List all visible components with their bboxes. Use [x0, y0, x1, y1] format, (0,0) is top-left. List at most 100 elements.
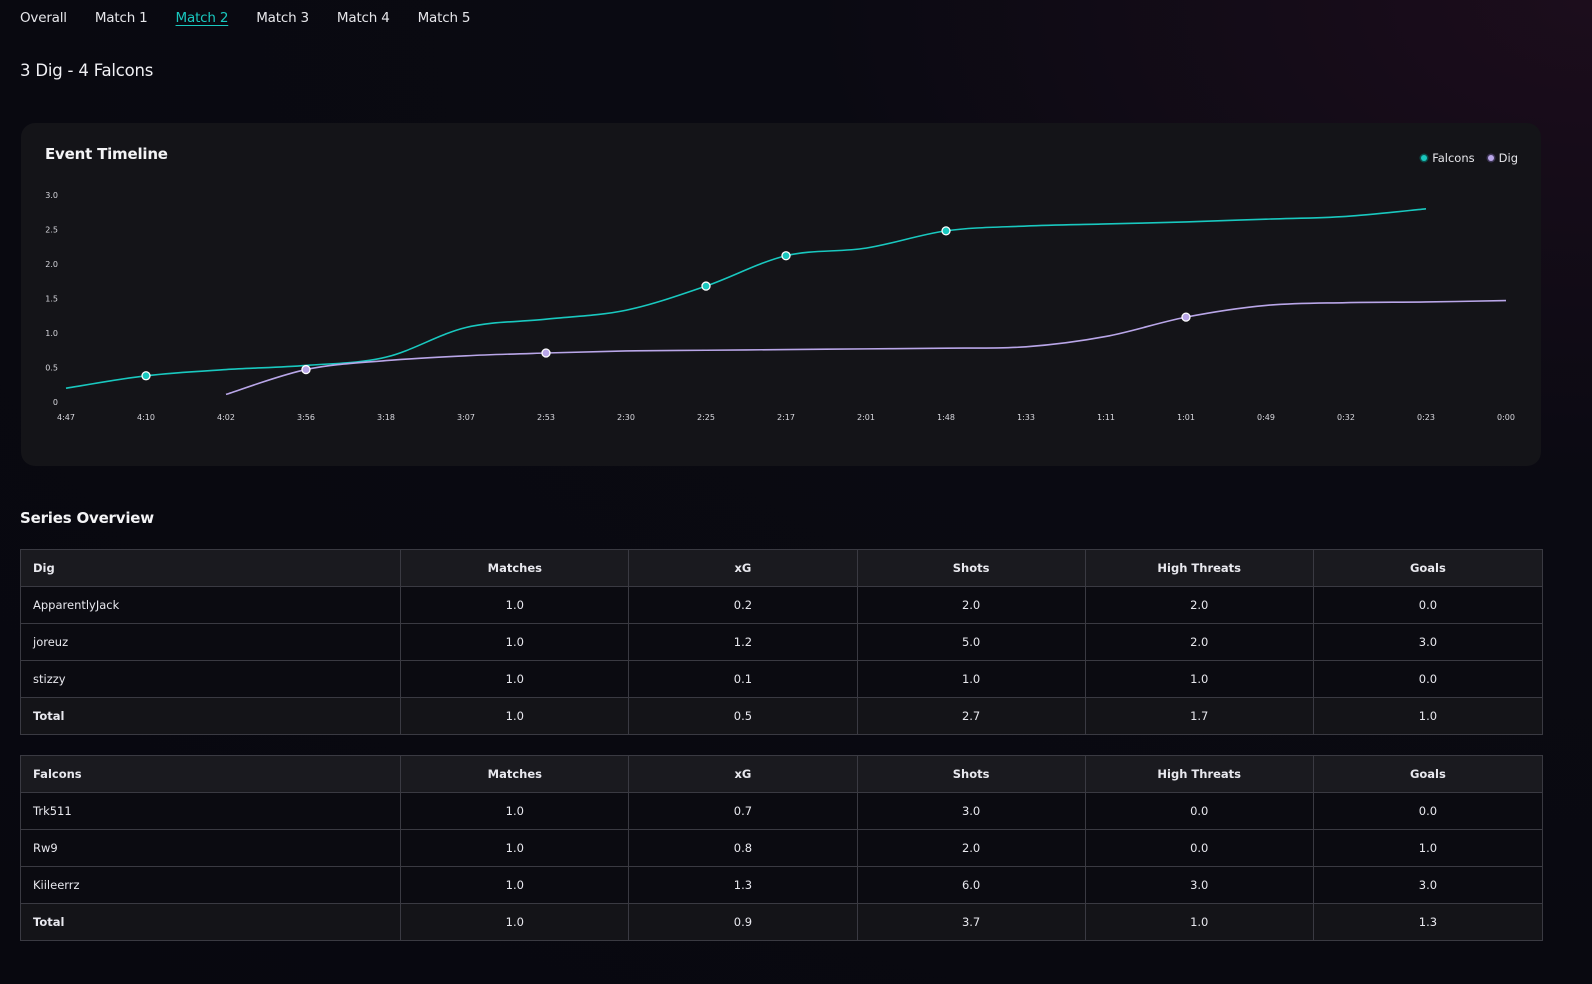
column-header[interactable]: xG — [628, 549, 858, 587]
tab-match-3[interactable]: Match 3 — [256, 10, 309, 26]
stat-cell: 1.0 — [400, 829, 630, 867]
tab-match-2[interactable]: Match 2 — [175, 10, 229, 26]
stat-cell: 1.0 — [1312, 829, 1544, 867]
stat-cell: 1.0 — [856, 660, 1086, 698]
chart-legend: Falcons Dig — [1408, 151, 1518, 165]
x-tick-label: 2:25 — [697, 413, 715, 422]
column-header[interactable]: Shots — [856, 549, 1086, 587]
x-tick-label: 2:30 — [617, 413, 635, 422]
legend-dot-dig — [1487, 155, 1494, 161]
series-line-dig — [225, 299, 1507, 396]
series-line-falcons — [65, 208, 1427, 389]
total-stat-cell: 1.0 — [400, 903, 630, 941]
event-marker-dig — [301, 364, 311, 375]
column-header[interactable]: Matches — [400, 755, 630, 793]
x-tick-label: 3:56 — [297, 413, 315, 422]
tab-match-5[interactable]: Match 5 — [417, 10, 471, 26]
legend-item-falcons[interactable]: Falcons — [1421, 151, 1475, 165]
match-score-title: 3 Dig - 4 Falcons — [20, 61, 154, 80]
x-tick-label: 0:23 — [1417, 413, 1435, 422]
team-name-header: Falcons — [19, 755, 402, 793]
x-tick-label: 2:17 — [777, 413, 795, 422]
table-row: stizzy 1.0 0.1 1.0 1.0 0.0 — [19, 660, 1544, 698]
legend-item-dig[interactable]: Dig — [1487, 151, 1518, 165]
stat-cell: 0.0 — [1312, 660, 1544, 698]
stat-cell: 1.0 — [400, 586, 630, 624]
stat-cell: 5.0 — [856, 623, 1086, 661]
stat-cell: 0.0 — [1312, 586, 1544, 624]
column-header[interactable]: xG — [628, 755, 858, 793]
table-row: Rw9 1.0 0.8 2.0 0.0 1.0 — [19, 829, 1544, 867]
chart-title: Event Timeline — [45, 145, 168, 163]
event-marker-dig — [1181, 312, 1191, 322]
event-marker-dig — [541, 348, 551, 358]
event-marker-falcons — [701, 281, 711, 291]
total-label-cell: Total — [19, 697, 402, 735]
legend-label-falcons: Falcons — [1432, 151, 1475, 165]
stat-cell: 0.2 — [628, 586, 858, 624]
table-row: ApparentlyJack 1.0 0.2 2.0 2.0 0.0 — [19, 586, 1544, 624]
stat-cell: 1.0 — [400, 792, 630, 830]
stat-cell: 1.0 — [400, 623, 630, 661]
stat-cell: 0.0 — [1084, 792, 1314, 830]
column-header[interactable]: High Threats — [1084, 755, 1314, 793]
event-timeline-chart: 0 0.5 1.0 1.5 2.0 2.5 3.0 4:47 4:10 4:02 3:56 3:18 3… — [45, 191, 1515, 422]
x-tick-label: 2:01 — [857, 413, 875, 422]
y-tick-label: 2.5 — [45, 226, 58, 235]
event-timeline-card: 0 0.5 1.0 1.5 2.0 2.5 3.0 4:47 4:10 4:02 3:56 3:18 3… — [21, 123, 1541, 466]
stat-cell: 1.0 — [400, 660, 630, 698]
total-stat-cell: 2.7 — [856, 697, 1086, 735]
x-tick-label: 1:33 — [1017, 413, 1035, 422]
dig-stats-table: Dig Matches xG Shots High Threats Goals Appare… — [19, 549, 1544, 735]
table-row: Trk511 1.0 0.7 3.0 0.0 0.0 — [19, 792, 1544, 830]
player-name-cell: ApparentlyJack — [19, 586, 402, 624]
total-row: Total 1.0 0.9 3.7 1.0 1.3 — [19, 903, 1544, 941]
column-header[interactable]: Goals — [1312, 549, 1544, 587]
x-tick-label: 3:18 — [377, 413, 395, 422]
y-tick-label: 1.0 — [45, 329, 58, 338]
column-header[interactable]: High Threats — [1084, 549, 1314, 587]
stat-cell: 2.0 — [1084, 586, 1314, 624]
total-stat-cell: 1.0 — [400, 697, 630, 735]
stat-cell: 0.1 — [628, 660, 858, 698]
tab-match-1[interactable]: Match 1 — [94, 10, 148, 26]
tab-match-4[interactable]: Match 4 — [336, 10, 390, 26]
stat-cell: 6.0 — [856, 866, 1086, 904]
column-header[interactable]: Shots — [856, 755, 1086, 793]
x-tick-label: 3:07 — [457, 413, 475, 422]
table-row: joreuz 1.0 1.2 5.0 2.0 3.0 — [19, 623, 1544, 661]
player-name-cell: Trk511 — [19, 792, 402, 830]
table-row: Kiileerrz 1.0 1.3 6.0 3.0 3.0 — [19, 866, 1544, 904]
y-tick-label: 0.5 — [45, 364, 58, 373]
column-header[interactable]: Goals — [1312, 755, 1544, 793]
player-name-cell: Kiileerrz — [19, 866, 402, 904]
player-name-cell: Rw9 — [19, 829, 402, 867]
legend-label-dig: Dig — [1498, 151, 1518, 165]
total-stat-cell: 3.7 — [856, 903, 1086, 941]
total-stat-cell: 0.9 — [628, 903, 858, 941]
x-tick-label: 0:49 — [1257, 413, 1275, 422]
falcons-header-row: Falcons Matches xG Shots High Threats Goals — [19, 755, 1544, 793]
x-tick-label: 2:53 — [537, 413, 555, 422]
x-tick-label: 0:32 — [1337, 413, 1355, 422]
stat-cell: 1.3 — [628, 866, 858, 904]
stat-cell: 0.0 — [1312, 792, 1544, 830]
stat-cell: 2.0 — [856, 586, 1086, 624]
team-name-header: Dig — [19, 549, 402, 587]
event-marker-falcons — [781, 251, 791, 261]
y-tick-label: 2.0 — [45, 260, 58, 269]
stat-cell: 2.0 — [1084, 623, 1314, 661]
stat-cell: 1.0 — [1084, 660, 1314, 698]
total-stat-cell: 1.7 — [1084, 697, 1314, 735]
total-row: Total 1.0 0.5 2.7 1.7 1.0 — [19, 697, 1544, 735]
tab-overall[interactable]: Overall — [20, 10, 67, 26]
y-tick-label: 3.0 — [45, 191, 58, 200]
y-tick-label: 0 — [53, 398, 58, 407]
x-tick-label: 4:02 — [217, 413, 235, 422]
total-stat-cell: 0.5 — [628, 697, 858, 735]
x-tick-label: 1:11 — [1097, 413, 1115, 422]
column-header[interactable]: Matches — [400, 549, 630, 587]
stat-cell: 0.7 — [628, 792, 858, 830]
stat-cell: 3.0 — [1084, 866, 1314, 904]
stat-cell: 0.0 — [1084, 829, 1314, 867]
